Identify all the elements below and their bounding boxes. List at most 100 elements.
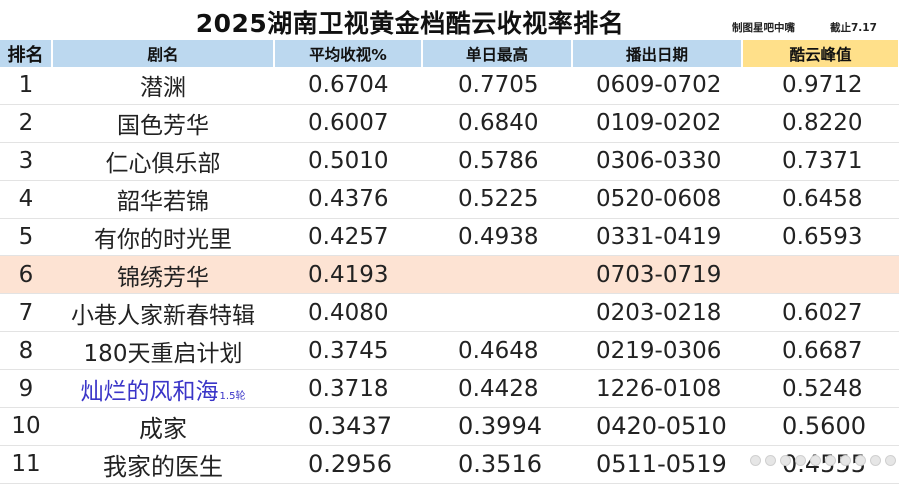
air-dates-cell: 0203-0218	[572, 293, 742, 333]
watermark-dot	[885, 455, 896, 466]
air-dates-cell: 0703-0719	[572, 255, 742, 295]
drama-name-text: 灿烂的风和海	[80, 378, 219, 405]
air-dates-cell: 0219-0306	[572, 331, 742, 371]
avg-rating-cell: 0.3745	[274, 331, 422, 371]
drama-name-cell: 小巷人家新春特辑	[52, 293, 274, 333]
table-header: 排名 剧名 平均收视% 单日最高 播出日期 酷云峰值	[0, 40, 899, 67]
table-row[interactable]: 1 潜渊 0.6704 0.7705 0609-0702 0.9712	[0, 67, 899, 105]
table-row[interactable]: 10 成家 0.3437 0.3994 0420-0510 0.5600	[0, 407, 899, 446]
watermark-dot	[750, 455, 761, 466]
title-bar: 2025湖南卫视黄金档酷云收视率排名 制图星吧中嘴 截止7.17	[0, 0, 899, 40]
cutoff-date: 截止7.17	[830, 22, 877, 34]
peak-cell: 0.6458	[742, 180, 899, 219]
watermark-dot	[840, 455, 851, 466]
air-dates-cell: 0306-0330	[572, 142, 742, 181]
avg-rating-cell: 0.3437	[274, 407, 422, 446]
drama-name-cell: 潜渊	[52, 67, 274, 105]
daily-max-cell: 0.6840	[422, 104, 572, 143]
avg-rating-cell: 0.6704	[274, 67, 422, 105]
column-header-rank[interactable]: 排名	[0, 40, 53, 67]
column-header-dates[interactable]: 播出日期	[572, 40, 743, 67]
watermark-dot	[780, 455, 791, 466]
rerun-note: 1.5轮	[219, 390, 246, 402]
peak-cell: 0.8220	[742, 104, 899, 143]
drama-name-cell: 仁心俱乐部	[52, 142, 274, 181]
drama-name-cell: 成家	[52, 407, 274, 446]
watermark-dot	[855, 455, 866, 466]
page-title: 2025湖南卫视黄金档酷云收视率排名	[195, 9, 625, 38]
peak-cell: 0.6593	[742, 218, 899, 257]
air-dates-cell: 0331-0419	[572, 218, 742, 257]
avg-rating-cell: 0.6007	[274, 104, 422, 143]
avg-rating-cell: 0.3718	[274, 369, 422, 409]
table-row[interactable]: 7 小巷人家新春特辑 0.4080 0203-0218 0.6027	[0, 293, 899, 333]
table-row[interactable]: 3 仁心俱乐部 0.5010 0.5786 0306-0330 0.7371	[0, 142, 899, 181]
avg-rating-cell: 0.4257	[274, 218, 422, 257]
air-dates-cell: 0520-0608	[572, 180, 742, 219]
watermark-dot	[870, 455, 881, 466]
watermark-dot	[765, 455, 776, 466]
table-row[interactable]: 8 180天重启计划 0.3745 0.4648 0219-0306 0.668…	[0, 331, 899, 371]
daily-max-cell: 0.4938	[422, 218, 572, 257]
watermark-dot	[810, 455, 821, 466]
rank-cell: 7	[0, 293, 52, 333]
rank-cell: 10	[0, 407, 52, 446]
column-header-daily-max[interactable]: 单日最高	[422, 40, 573, 67]
rank-cell: 9	[0, 369, 52, 409]
rank-cell: 2	[0, 104, 52, 143]
daily-max-cell: 0.5225	[422, 180, 572, 219]
peak-cell: 0.6687	[742, 331, 899, 371]
daily-max-cell: 0.4428	[422, 369, 572, 409]
table-row[interactable]: 4 韶华若锦 0.4376 0.5225 0520-0608 0.6458	[0, 180, 899, 219]
avg-rating-cell: 0.2956	[274, 445, 422, 484]
table-body: 1 潜渊 0.6704 0.7705 0609-0702 0.9712 2 国色…	[0, 67, 899, 484]
table-row-highlighted[interactable]: 6 锦绣芳华 0.4193 0703-0719	[0, 255, 899, 295]
rank-cell: 6	[0, 255, 52, 295]
daily-max-cell	[422, 255, 572, 295]
peak-cell: 0.9712	[742, 67, 899, 105]
peak-cell: 0.5248	[742, 369, 899, 409]
rank-cell: 3	[0, 142, 52, 181]
air-dates-cell: 0420-0510	[572, 407, 742, 446]
rank-cell: 5	[0, 218, 52, 257]
air-dates-cell: 0609-0702	[572, 67, 742, 105]
table-row[interactable]: 11 我家的医生 0.2956 0.3516 0511-0519 0.4555	[0, 445, 899, 484]
rank-cell: 8	[0, 331, 52, 371]
column-header-peak[interactable]: 酷云峰值	[742, 40, 899, 67]
drama-name-cell: 有你的时光里	[52, 218, 274, 257]
table-row[interactable]: 9 灿烂的风和海1.5轮 0.3718 0.4428 1226-0108 0.5…	[0, 369, 899, 409]
avg-rating-cell: 0.4376	[274, 180, 422, 219]
watermark-dots	[750, 455, 899, 466]
avg-rating-cell: 0.4080	[274, 293, 422, 333]
avg-rating-cell: 0.4193	[274, 255, 422, 295]
rank-cell: 1	[0, 67, 52, 105]
ratings-table: 排名 剧名 平均收视% 单日最高 播出日期 酷云峰值 1 潜渊 0.6704 0…	[0, 40, 899, 484]
peak-cell: 0.5600	[742, 407, 899, 446]
air-dates-cell: 0511-0519	[572, 445, 742, 484]
table-row[interactable]: 2 国色芳华 0.6007 0.6840 0109-0202 0.8220	[0, 104, 899, 143]
daily-max-cell: 0.3994	[422, 407, 572, 446]
table-row[interactable]: 5 有你的时光里 0.4257 0.4938 0331-0419 0.6593	[0, 218, 899, 257]
daily-max-cell: 0.5786	[422, 142, 572, 181]
peak-cell: 0.7371	[742, 142, 899, 181]
rank-cell: 4	[0, 180, 52, 219]
credit-text: 制图星吧中嘴	[732, 22, 795, 34]
drama-name-cell: 国色芳华	[52, 104, 274, 143]
air-dates-cell: 0109-0202	[572, 104, 742, 143]
daily-max-cell: 0.4648	[422, 331, 572, 371]
daily-max-cell: 0.7705	[422, 67, 572, 105]
rank-cell: 11	[0, 445, 52, 484]
watermark-dot	[795, 455, 806, 466]
column-header-avg[interactable]: 平均收视%	[274, 40, 423, 67]
drama-name-cell: 灿烂的风和海1.5轮	[52, 369, 274, 409]
drama-name-cell: 我家的医生	[52, 445, 274, 484]
watermark-dot	[825, 455, 836, 466]
air-dates-cell: 1226-0108	[572, 369, 742, 409]
peak-cell	[742, 255, 899, 295]
peak-cell: 0.6027	[742, 293, 899, 333]
daily-max-cell	[422, 293, 572, 333]
drama-name-cell: 180天重启计划	[52, 331, 274, 371]
column-header-name[interactable]: 剧名	[52, 40, 275, 67]
drama-name-cell: 锦绣芳华	[52, 255, 274, 295]
daily-max-cell: 0.3516	[422, 445, 572, 484]
